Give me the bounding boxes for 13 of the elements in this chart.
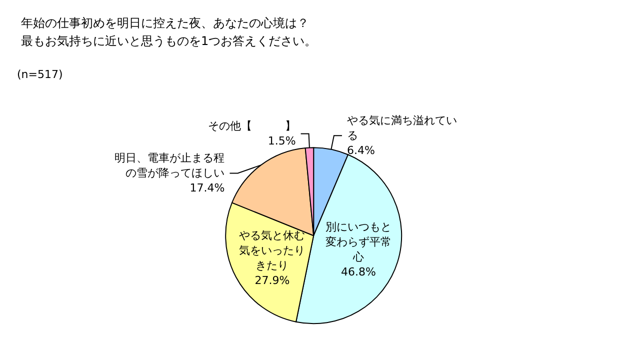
slice-label: やる気に満ち溢れている — [346, 114, 457, 142]
data-label: 17.4% — [190, 182, 225, 195]
text: (n=517) — [17, 68, 63, 81]
slice-label: 明日、電車が止まる程の雪が降ってほしい — [114, 152, 225, 180]
chart-title: 年始の仕事初めを明日に控えた夜、あなたの心境は？ — [21, 16, 309, 30]
data-label: 27.9% — [254, 274, 290, 287]
chart-subtitle: 最もお気持ちに近いと思うものを1つお答えください。 — [21, 34, 317, 48]
slice-label: やる気と休む気をいったりきたり — [239, 228, 306, 272]
data-label: 46.8% — [341, 266, 376, 279]
slice-label: 別にいつもと変わらず平常心 — [325, 220, 392, 264]
data-label: 1.5% — [268, 134, 296, 148]
slice-label: その他【 】 — [208, 120, 296, 133]
data-label: 6.4% — [346, 144, 375, 158]
